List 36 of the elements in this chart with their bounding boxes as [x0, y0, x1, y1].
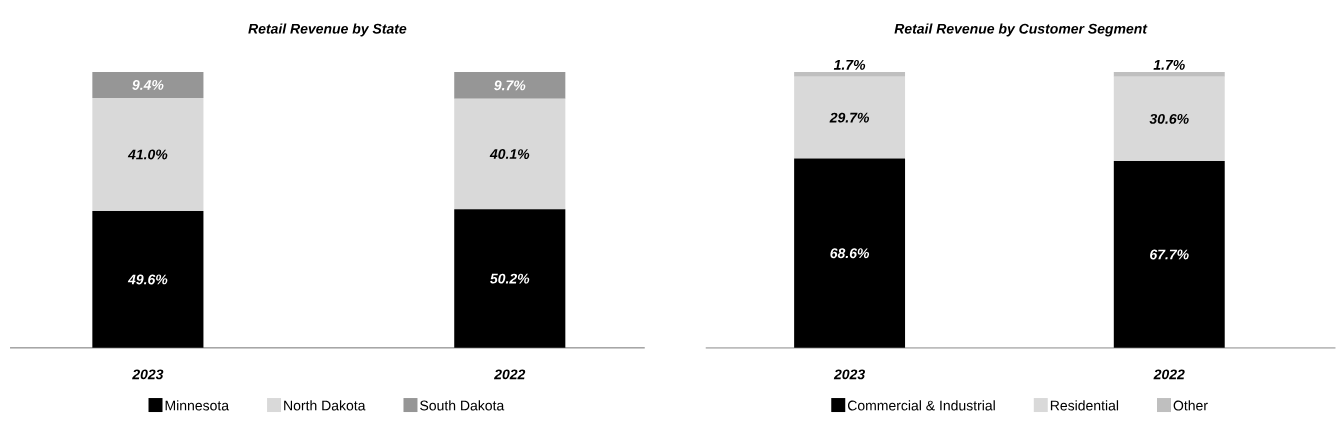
data-label: 67.7% — [1150, 249, 1189, 260]
data-label: 30.6% — [1149, 113, 1189, 124]
data-label: 68.6% — [830, 248, 870, 259]
legend-label: South Dakota — [420, 400, 505, 411]
bar — [454, 72, 566, 99]
bar — [454, 209, 566, 348]
x-tick-label: 2022 — [494, 369, 526, 380]
bar — [794, 72, 906, 77]
data-label: 1.7% — [833, 60, 866, 70]
chart-title: Retail Revenue by State — [248, 23, 407, 37]
bar — [454, 98, 566, 210]
x-tick-label: 2022 — [1153, 369, 1185, 380]
data-label: 40.1% — [489, 149, 530, 160]
bar — [1113, 72, 1225, 77]
legend-label: Minnesota — [165, 400, 230, 411]
data-label: 9.7% — [494, 80, 526, 91]
legend-label: Other — [1173, 400, 1208, 411]
bar — [92, 72, 204, 98]
legend-label: Commercial & Industrial — [847, 400, 995, 411]
data-label: 29.7% — [829, 112, 870, 123]
bar — [1113, 161, 1225, 348]
data-label: 49.6% — [127, 274, 168, 285]
bar — [794, 158, 906, 348]
data-label: 9.4% — [132, 80, 164, 90]
data-label: 50.2% — [490, 273, 530, 284]
chart-title: Retail Revenue by Customer Segment — [894, 23, 1148, 37]
bar — [92, 211, 204, 348]
bar — [92, 97, 204, 212]
legend-label: Residential — [1050, 400, 1119, 411]
legend-label: North Dakota — [284, 400, 366, 411]
bar — [794, 76, 906, 159]
data-label: 1.7% — [1153, 60, 1185, 70]
x-tick-label: 2023 — [132, 369, 164, 380]
data-label: 41.0% — [127, 149, 168, 160]
x-tick-label: 2023 — [833, 369, 865, 380]
bar — [1113, 76, 1225, 162]
